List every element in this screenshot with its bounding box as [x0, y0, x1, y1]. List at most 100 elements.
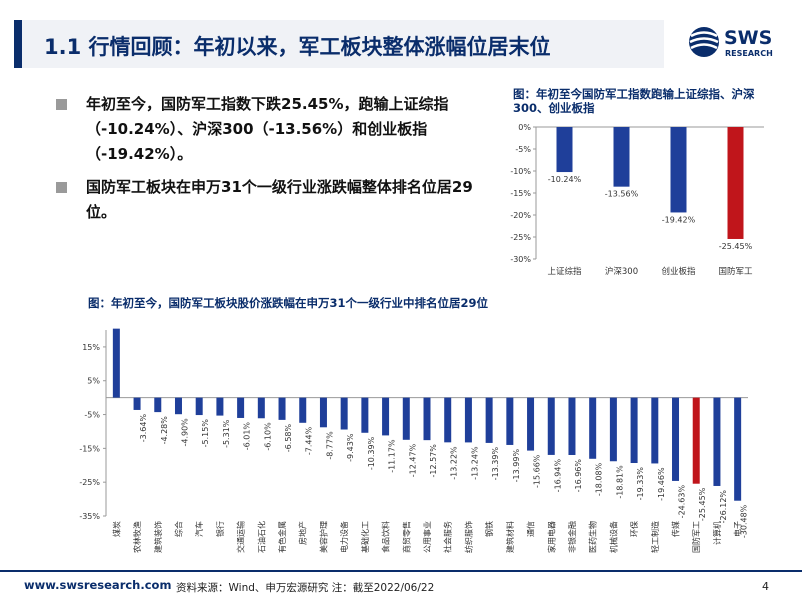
chart1-category-label: 上证综指 [547, 266, 582, 277]
chart2-category-label: 轻工制造 [650, 521, 660, 553]
chart2-data-label: -6.58% [284, 424, 293, 453]
chart2-bar [299, 397, 307, 423]
chart2-category-label: 基础化工 [360, 521, 370, 553]
chart2-category-label: 家用电器 [546, 521, 556, 553]
logo-sub: RESEARCH [725, 49, 773, 58]
chart2-bar [216, 397, 224, 416]
bullet-item: 国防军工板块在申万31个一级行业涨跌幅整体排名位居29位。 [56, 175, 496, 225]
logo-brand: SWS [724, 27, 772, 49]
chart2-y-tick-label: 5% [87, 377, 100, 386]
chart2-category-label: 环保 [629, 521, 639, 537]
chart2-bar [609, 397, 617, 462]
chart1-data-label: -19.42% [662, 215, 696, 224]
chart2-data-label: -16.96% [574, 459, 583, 493]
bullet-list: 年初至今，国防军工指数下跌25.45%，跑输上证综指（-10.24%）、沪深30… [56, 92, 496, 233]
footer-url[interactable]: www.swsresearch.com [24, 578, 172, 592]
chart2-data-label: -18.81% [615, 465, 624, 499]
chart2-data-label: -3.64% [139, 414, 148, 443]
chart2-category-label: 有色金属 [277, 521, 287, 553]
chart2-data-label: -9.43% [346, 433, 355, 462]
chart2-data-label: -13.99% [512, 449, 521, 483]
chart2-bar [195, 397, 203, 416]
chart2-data-label: -6.10% [263, 422, 272, 451]
chart2-bar [651, 397, 659, 464]
chart2-category-label: 农林牧渔 [132, 521, 142, 553]
chart2-data-label: -19.33% [636, 467, 645, 501]
slide-title: 1.1 行情回顾：年初以来，军工板块整体涨幅位居末位 [44, 35, 551, 59]
chart2-category-label: 机械设备 [608, 521, 618, 553]
title-bar: 1.1 行情回顾：年初以来，军工板块整体涨幅位居末位 [14, 20, 664, 68]
chart2-bar [257, 397, 265, 419]
chart1-bar [670, 127, 687, 213]
chart2-category-label: 电力设备 [339, 521, 349, 553]
chart2-y-tick-label: -15% [79, 444, 100, 453]
chart2-category-label: 电子 [733, 521, 743, 537]
chart1-y-tick-label: -25% [510, 233, 531, 242]
chart2-category-label: 社会服务 [443, 521, 453, 553]
chart1-data-label: -25.45% [719, 242, 753, 251]
bullet-text: 国防军工板块在申万31个一级行业涨跌幅整体排名位居29位。 [86, 178, 473, 221]
chart2-bar [692, 397, 700, 484]
chart2-category-label: 通信 [526, 521, 536, 537]
chart2-bar [133, 397, 141, 410]
chart2-category-label: 银行 [215, 521, 225, 537]
chart2-y-tick-label: -25% [79, 478, 100, 487]
chart2-data-label: -11.17% [388, 439, 397, 473]
chart2-category-label: 建筑装饰 [153, 521, 163, 553]
chart1-y-tick-label: -15% [510, 189, 531, 198]
chart1-y-tick-label: -20% [510, 211, 531, 220]
chart2-data-label: -19.46% [657, 467, 666, 501]
chart1-bar [556, 127, 573, 173]
sws-logo: SWS RESEARCH [684, 20, 794, 64]
chart2-category-label: 房地产 [298, 521, 308, 545]
chart2-bar [464, 397, 472, 443]
chart2-data-label: -13.22% [450, 446, 459, 480]
chart1-y-tick-label: 0% [518, 123, 531, 132]
chart2-data-label: -12.47% [408, 443, 417, 477]
chart2-category-label: 钢铁 [484, 521, 494, 537]
chart2-category-label: 医药生物 [588, 521, 598, 553]
chart2-category-label: 煤炭 [111, 521, 121, 537]
chart2-bar [713, 397, 721, 486]
chart2-data-label: -10.39% [367, 436, 376, 470]
chart1-y-tick-label: -5% [515, 145, 531, 154]
chart1-bar [727, 127, 744, 239]
chart2-bar [278, 397, 286, 420]
sws-globe-logo-icon [689, 27, 719, 57]
chart1-y-tick-label: -10% [510, 167, 531, 176]
chart2-category-label: 食品饮料 [381, 521, 391, 553]
chart2-category-label: 计算机 [712, 521, 722, 545]
chart2-category-label: 公用事业 [422, 521, 432, 553]
chart2-category-label: 传媒 [671, 521, 681, 537]
chart2-y-tick-label: -5% [84, 411, 100, 420]
chart2-bar [340, 397, 348, 430]
chart2-bar [734, 397, 742, 501]
chart2-bar [485, 397, 493, 443]
chart2-bar [382, 397, 390, 436]
chart2-data-label: -25.45% [698, 487, 707, 521]
chart2-category-label: 国防军工 [691, 521, 701, 553]
chart2-bar [568, 397, 576, 455]
chart2-data-label: -16.94% [553, 459, 562, 493]
chart2-category-label: 汽车 [194, 521, 204, 537]
chart2-category-label: 综合 [173, 521, 183, 537]
chart2-data-label: -30.48% [740, 504, 749, 538]
chart2-data-label: -15.66% [533, 454, 542, 488]
chart2-bar [444, 397, 452, 443]
chart2-category-label: 商贸零售 [401, 521, 411, 553]
chart2-bar [112, 328, 120, 398]
chart2-bar [237, 397, 245, 418]
chart2-data-label: -13.24% [470, 446, 479, 480]
chart2-bar [361, 397, 369, 433]
chart2-bar [154, 397, 162, 413]
chart1-data-label: -10.24% [548, 175, 582, 184]
chart2-y-tick-label: 15% [82, 343, 100, 352]
chart1-category-label: 创业板指 [661, 266, 696, 277]
chart2-bar [319, 397, 327, 428]
chart2-bar [506, 397, 514, 445]
chart2-data-label: -26.12% [719, 490, 728, 524]
bullet-square-icon [56, 182, 67, 193]
chart2-data-label: -7.44% [305, 426, 314, 455]
chart1-category-label: 沪深300 [605, 266, 638, 277]
chart2-category-label: 非银金融 [567, 521, 577, 553]
